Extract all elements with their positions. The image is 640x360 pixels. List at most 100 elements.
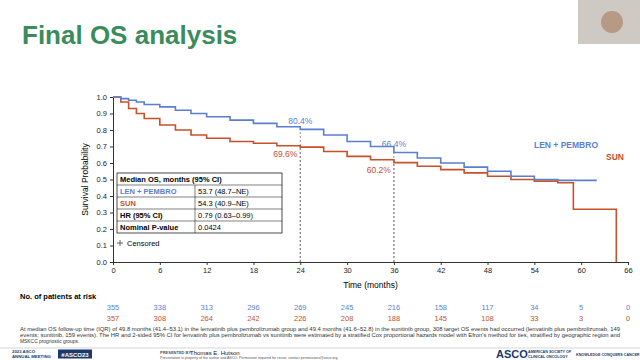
x-tick-label: 54 [531, 266, 539, 275]
x-tick: 36 [390, 262, 398, 275]
y-axis: 0.00.10.20.30.40.50.60.70.80.91.0 [97, 93, 114, 267]
y-tick-label: 0.0 [97, 258, 107, 267]
y-tick: 0.9 [97, 109, 113, 118]
background [0, 0, 640, 360]
reference-line [393, 163, 394, 262]
reference-line [300, 147, 301, 262]
annotation: 80.4% [288, 116, 313, 126]
annotation: 60.2% [367, 165, 392, 175]
x-tick: 60 [578, 262, 586, 275]
stats-table-box [117, 173, 282, 233]
at-risk-count: 208 [341, 314, 354, 323]
x-tick: 30 [343, 262, 351, 275]
x-tick-mark [488, 262, 489, 265]
at-risk-count: 117 [482, 303, 494, 312]
x-tick-label: 66 [624, 266, 632, 275]
x-tick: 24 [297, 262, 305, 275]
y-axis-title: Survival Probability [80, 143, 90, 216]
x-axis: 0 6 12 18 24 30 36 42 48 54 60 66 [111, 262, 632, 275]
stats-table-value: 54.3 (40.9–NE) [198, 199, 249, 208]
y-tick-mark [110, 196, 113, 197]
y-tick-label: 0.3 [97, 208, 107, 217]
x-tick-label: 30 [343, 266, 351, 275]
censor-symbol [117, 240, 123, 246]
x-tick-label: 12 [203, 266, 211, 275]
reference-line [300, 129, 301, 262]
slide: Final OS analysis06121824303642485460660… [0, 0, 640, 360]
stats-table-rule [195, 185, 196, 233]
x-tick-mark [581, 262, 582, 265]
y-axis-line [110, 98, 114, 263]
at-risk-count: 264 [200, 314, 213, 323]
footer: 2023 ASCOANNUAL MEETING#ASCO23PRESENTED … [0, 348, 640, 360]
footer-rule [0, 348, 640, 349]
y-tick-mark [110, 97, 113, 98]
stats-table-label: LEN + PEMBRO [120, 187, 177, 196]
y-tick-label: 0.9 [97, 109, 107, 118]
km-curve [113, 97, 597, 180]
y-tick-label: 1.0 [97, 93, 107, 102]
webcam-person [601, 11, 623, 33]
x-tick: 42 [437, 262, 445, 275]
at-risk-count: 5 [579, 303, 583, 312]
y-tick: 0.0 [97, 258, 113, 267]
x-tick-label: 6 [158, 266, 162, 275]
x-tick-label: 36 [390, 266, 398, 275]
webcam [578, 0, 640, 44]
y-tick: 0.1 [97, 241, 113, 250]
x-tick-label: 60 [578, 266, 586, 275]
footer-notice: Presentation is property of the author a… [160, 356, 337, 360]
y-tick: 0.3 [97, 208, 113, 217]
at-risk-count: 158 [434, 303, 447, 312]
at-risk-count: 357 [107, 314, 120, 323]
x-tick-label: 48 [484, 266, 492, 275]
hashtag-box [58, 350, 92, 359]
at-risk-count: 338 [154, 303, 167, 312]
at-risk-count: 245 [341, 303, 354, 312]
x-tick-label: 42 [437, 266, 445, 275]
y-tick-label: 0.8 [97, 126, 107, 135]
footer-tagline: KNOWLEDGE CONQUERS CANCER [576, 353, 640, 357]
series-label: LEN + PEMBRO [534, 140, 598, 150]
at-risk-count: 33 [530, 314, 538, 323]
y-tick: 0.7 [97, 142, 113, 151]
x-tick: 0 [111, 262, 115, 275]
stats-table-value: 0.79 (0.63–0.99) [198, 211, 254, 220]
stats-table-value: 53.7 (48.7–NE) [198, 187, 249, 196]
at-risk-count: 216 [388, 303, 401, 312]
x-axis-line [114, 263, 629, 266]
plot-area [113, 97, 616, 262]
footer-logo: ASCO [496, 348, 528, 360]
at-risk-count: 269 [294, 303, 307, 312]
x-tick-mark [253, 262, 254, 265]
at-risk-count: 0 [626, 314, 630, 323]
stats-table-rule [117, 209, 282, 210]
at-risk-count: 188 [388, 314, 401, 323]
footer-society: AMERICAN SOCIETY OF [528, 350, 572, 354]
y-tick-mark [110, 163, 113, 164]
y-tick-mark [110, 262, 113, 263]
censor-legend: Censored [127, 239, 160, 248]
title: Final OS analysis [22, 20, 237, 50]
y-tick-mark [110, 180, 113, 181]
y-tick-mark [110, 114, 113, 115]
x-tick-label: 0 [111, 266, 115, 275]
footer-hashtag: #ASCO23 [61, 352, 89, 358]
y-tick: 0.2 [97, 225, 113, 234]
x-tick-label: 18 [250, 266, 258, 275]
x-tick: 18 [250, 262, 258, 275]
stats-table: Median OS, months (95% CI)LEN + PEMBRO53… [117, 173, 282, 233]
y-tick-label: 0.6 [97, 159, 107, 168]
annotation: 66.4% [382, 139, 407, 149]
x-tick-mark [628, 262, 629, 265]
stats-table-label: Nominal P-value [120, 223, 178, 232]
y-tick-label: 0.4 [97, 192, 107, 201]
x-tick: 12 [203, 262, 211, 275]
y-tick-label: 0.7 [97, 142, 107, 151]
stats-table-value: 0.0424 [198, 223, 221, 232]
stats-table-rule [117, 221, 282, 222]
stats-table-label: SUN [120, 199, 136, 208]
x-tick-mark [347, 262, 348, 265]
x-tick-mark [207, 262, 208, 265]
footer-society: CLINICAL ONCOLOGY [528, 355, 568, 359]
